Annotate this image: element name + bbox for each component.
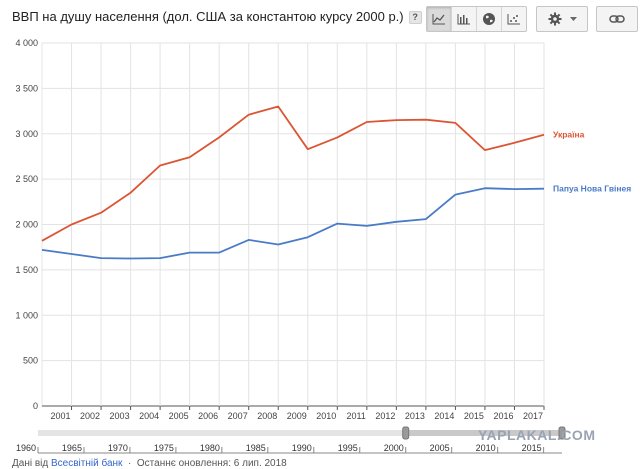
bar-chart-view-button[interactable] [452, 7, 477, 31]
share-link-button[interactable] [596, 6, 638, 32]
x-tick-label: 2001 [50, 411, 70, 421]
timeline-tick-label: 1985 [246, 443, 266, 453]
scatter-chart-view-button[interactable] [502, 7, 526, 31]
x-tick-label: 2007 [228, 411, 248, 421]
line-chart-view-button[interactable] [427, 7, 452, 31]
x-tick-label: 2013 [405, 411, 425, 421]
chevron-down-icon [569, 16, 577, 21]
watermark: YAPLAKAL.COM [478, 427, 596, 443]
y-tick-label: 500 [23, 356, 38, 366]
help-button[interactable]: ? [408, 11, 422, 24]
link-icon [609, 15, 625, 23]
chart-title: ВВП на душу населення (дол. США за конст… [12, 9, 422, 24]
series-label-0: Україна [553, 130, 585, 140]
x-tick-label: 2004 [139, 411, 159, 421]
timeline-tick-label: 1960 [16, 443, 36, 453]
timeline-tick-label: 1970 [108, 443, 128, 453]
timeline-handle-end[interactable] [558, 426, 566, 440]
last-updated: Останнє оновлення: 6 лип. 2018 [136, 458, 287, 469]
source-link[interactable]: Всесвітній банк [51, 458, 123, 469]
y-tick-label: 1 500 [15, 265, 38, 275]
x-tick-label: 2002 [80, 411, 100, 421]
globe-icon [483, 13, 495, 25]
y-tick-label: 4 000 [15, 38, 38, 48]
y-tick-label: 3 500 [15, 83, 38, 93]
x-tick-label: 2006 [198, 411, 218, 421]
gear-icon [548, 12, 561, 26]
x-tick-label: 2014 [434, 411, 454, 421]
map-view-button[interactable] [477, 7, 502, 31]
x-tick-label: 2012 [375, 411, 395, 421]
y-tick-label: 0 [33, 401, 38, 411]
x-tick-label: 2008 [257, 411, 277, 421]
x-tick-label: 2015 [464, 411, 484, 421]
timeline-tick-label: 1990 [292, 443, 312, 453]
y-tick-label: 2 500 [15, 174, 38, 184]
y-tick-label: 2 000 [15, 220, 38, 230]
x-tick-label: 2017 [523, 411, 543, 421]
series-label-1: Папуа Нова Гвінея [553, 184, 631, 194]
timeline-tick-label: 2005 [430, 443, 450, 453]
source-note: Дані від Всесвітній банк · Останнє оновл… [12, 458, 287, 469]
timeline-tick-label: 1965 [62, 443, 82, 453]
x-tick-label: 2003 [110, 411, 130, 421]
timeline-track [38, 430, 562, 436]
timeline-tick-label: 1980 [200, 443, 220, 453]
chart-view-switcher [426, 6, 527, 32]
line-chart-icon [432, 14, 445, 25]
timeline-tick-label: 1975 [154, 443, 174, 453]
timeline-tick-label: 2000 [384, 443, 404, 453]
timeline-tick-label: 2010 [476, 443, 496, 453]
bar-chart-icon [457, 14, 470, 25]
y-tick-label: 1 000 [15, 310, 38, 320]
y-tick-label: 3 000 [15, 129, 38, 139]
x-tick-label: 2005 [169, 411, 189, 421]
scatter-chart-icon [507, 14, 520, 25]
timeline-handle-start[interactable] [402, 426, 410, 440]
x-tick-label: 2011 [346, 411, 365, 421]
x-tick-label: 2010 [316, 411, 336, 421]
settings-button[interactable] [536, 6, 588, 32]
timeline-tick-label: 1995 [338, 443, 358, 453]
timeline-tick-label: 2015 [522, 443, 542, 453]
x-tick-label: 2016 [493, 411, 513, 421]
series-line-0 [41, 105, 545, 242]
x-tick-label: 2009 [287, 411, 307, 421]
timeline-selection [405, 430, 562, 436]
series-line-1 [41, 187, 545, 260]
